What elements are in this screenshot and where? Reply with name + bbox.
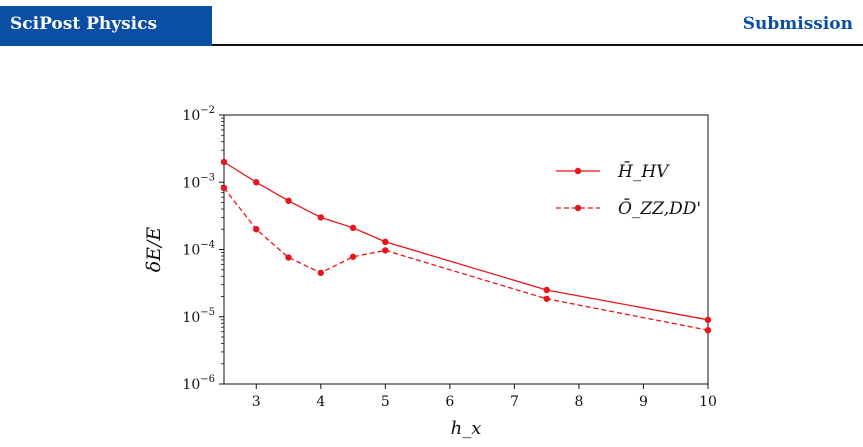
y-axis-ticks: 10−6 10−5 10−4 10−3 10−2 (182, 105, 224, 393)
journal-badge: SciPost Physics (0, 6, 212, 46)
series-0-point (220, 158, 228, 166)
series-0-point (543, 286, 550, 294)
x-axis-ticks: 3 4 5 6 7 8 9 10 (252, 384, 717, 410)
x-tick-label: 6 (445, 394, 454, 410)
submission-label: Submission (742, 14, 853, 34)
series-0-point (317, 214, 324, 221)
series-0-point (253, 179, 260, 186)
legend-marker-series-1 (574, 204, 582, 212)
plot-frame (223, 114, 709, 385)
series-0-point (704, 316, 712, 324)
y-axis-label: δE/E (143, 227, 165, 273)
legend-marker-series-0 (574, 167, 582, 175)
x-tick-label: 3 (252, 394, 261, 410)
x-tick-label: 7 (510, 394, 519, 410)
series-0-point (285, 197, 292, 204)
x-axis-label: h_x (451, 418, 482, 439)
y-tick-label: 10−5 (182, 307, 215, 326)
journal-name: SciPost Physics (10, 14, 158, 34)
x-tick-label: 4 (316, 394, 325, 410)
series-0-point (349, 224, 357, 232)
x-tick-label: 10 (699, 394, 717, 410)
series-1-point (382, 247, 389, 254)
series-1-point (253, 226, 260, 233)
legend-label-series-1: Ō_ZZ,DD' (618, 198, 701, 219)
header-rule (212, 44, 863, 46)
x-tick-label: 9 (639, 394, 648, 410)
y-tick-label: 10−2 (182, 105, 215, 124)
legend: H̄_HV Ō_ZZ,DD' (556, 160, 701, 219)
series-0-point (382, 238, 389, 246)
series-layer (220, 158, 712, 334)
series-1-point (317, 269, 324, 277)
plot-area (223, 114, 709, 385)
series-line-0 (223, 161, 709, 321)
series-1-point (220, 184, 228, 192)
y-tick-label: 10−3 (182, 172, 215, 191)
series-1-point (349, 253, 357, 260)
series-1-point (285, 254, 292, 261)
series-1-point (543, 295, 550, 302)
series-line-1 (223, 187, 709, 331)
series-1-point (704, 327, 712, 334)
x-tick-label: 8 (574, 394, 583, 410)
y-tick-label: 10−4 (182, 240, 215, 259)
legend-label-series-0: H̄_HV (617, 160, 670, 182)
y-tick-label: 10−6 (182, 374, 215, 393)
x-tick-label: 5 (381, 394, 390, 410)
